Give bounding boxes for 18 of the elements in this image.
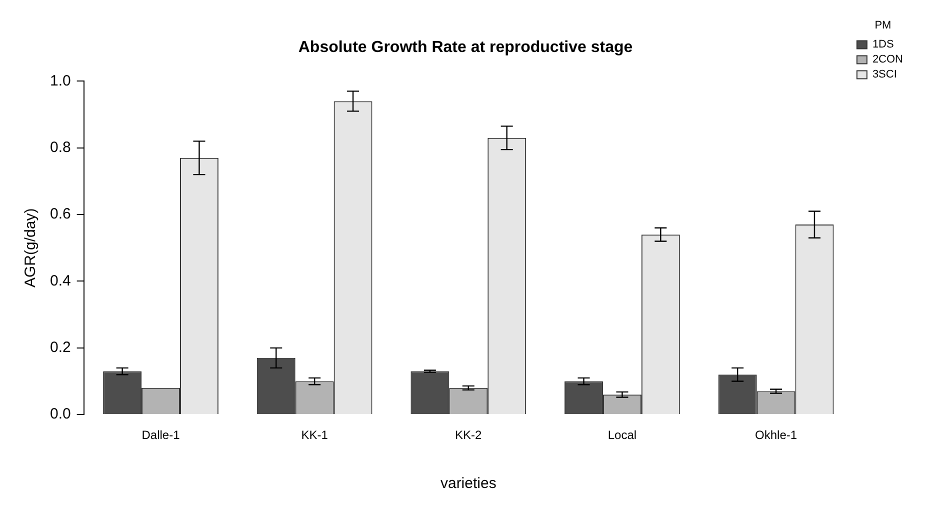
y-tick-label: 0.4	[50, 272, 71, 290]
y-axis-title: AGR(g/day)	[22, 208, 40, 288]
legend-label: 1DS	[872, 38, 894, 51]
y-tick-label: 0.6	[50, 206, 71, 223]
y-tick-label: 0.0	[50, 406, 71, 423]
x-tick-label: KK-2	[455, 428, 482, 442]
y-tick-label: 0.2	[50, 339, 71, 356]
y-tick-label: 1.0	[50, 72, 71, 90]
legend-title: PM	[874, 20, 892, 32]
x-tick-label: KK-1	[301, 428, 328, 442]
y-tick-label: 0.8	[50, 139, 71, 156]
x-tick-label: Okhle-1	[755, 428, 798, 442]
legend-label: 3SCI	[872, 68, 897, 81]
x-axis-title: varieties	[440, 475, 496, 492]
legend-label: 2CON	[872, 54, 904, 66]
x-tick-label: Dalle-1	[142, 428, 180, 442]
chart-title: Absolute Growth Rate at reproductive stage	[298, 39, 633, 56]
x-tick-label: Local	[608, 428, 637, 442]
